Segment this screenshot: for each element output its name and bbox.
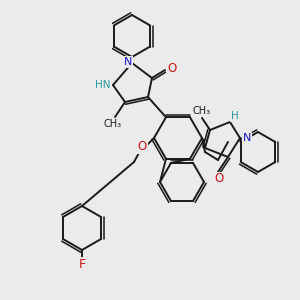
Text: CH₃: CH₃ xyxy=(193,106,211,116)
Text: HN: HN xyxy=(95,80,111,90)
Text: N: N xyxy=(243,133,251,143)
Text: N: N xyxy=(124,57,132,67)
Text: H: H xyxy=(231,111,239,121)
Text: F: F xyxy=(78,257,85,271)
Text: O: O xyxy=(167,61,177,74)
Text: CH₃: CH₃ xyxy=(104,119,122,129)
Text: O: O xyxy=(137,140,147,154)
Text: O: O xyxy=(214,172,224,185)
